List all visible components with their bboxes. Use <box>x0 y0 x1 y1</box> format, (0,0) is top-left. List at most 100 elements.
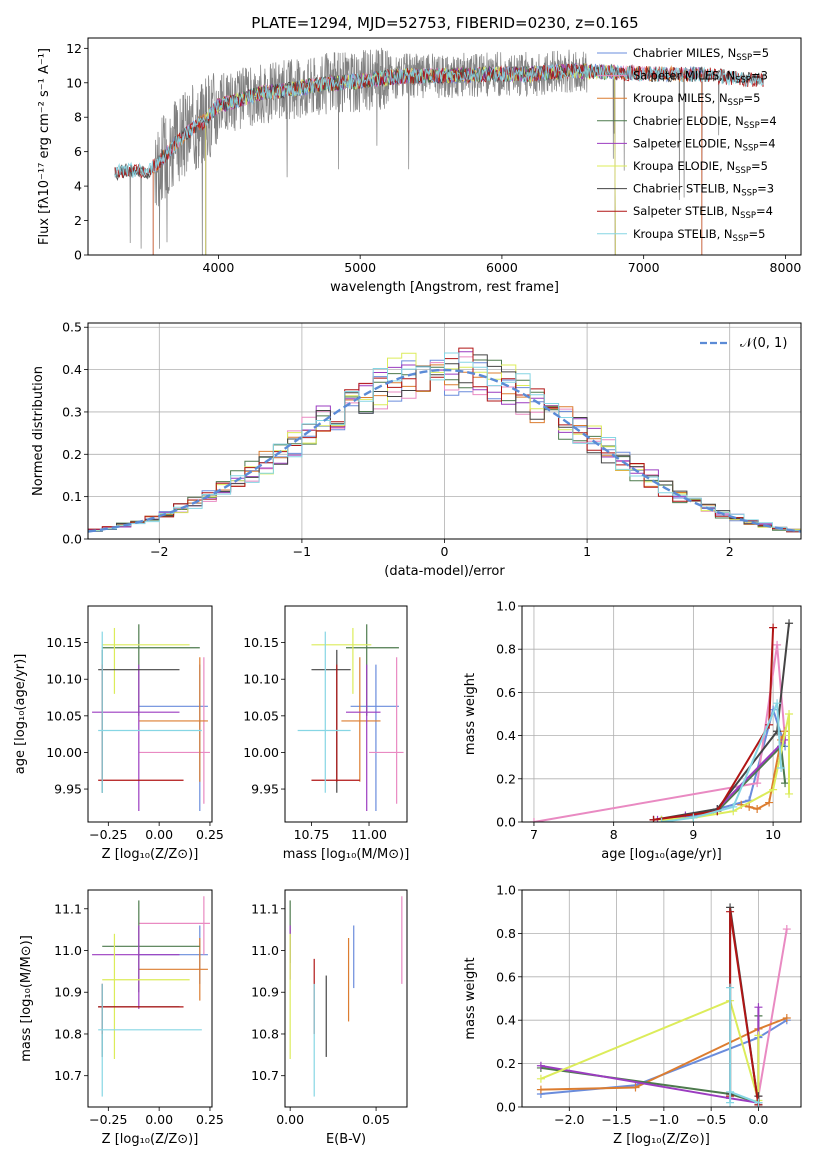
spectrum-panel: 4000 5000 6000 7000 8000 0 2 4 6 8 10 12 wavelength … <box>37 37 802 295</box>
x-tick-label: 0.00 <box>145 827 173 842</box>
model-spectrum-line <box>114 63 765 179</box>
mass-weight-line <box>540 999 760 1101</box>
y-tick-label: 0.8 <box>496 926 516 941</box>
mass-weight-line <box>540 1017 788 1091</box>
mass-weight-point <box>785 710 794 718</box>
y-tick-label: 0.2 <box>62 447 82 462</box>
y-tick-label: 1.0 <box>496 599 516 614</box>
y-tick-label: 10.9 <box>251 985 279 1000</box>
mass-weight-point <box>726 907 735 916</box>
legend-subscript: SSP <box>733 234 749 244</box>
mass-weight-point <box>657 818 666 822</box>
x-tick-label: 9 <box>689 827 697 842</box>
mass-vs-metallicity-panel: −0.25 0.00 0.25 10.7 10.8 10.9 11.0 11.1 Z [log₁… <box>19 889 224 1147</box>
legend-subscript: SSP <box>744 121 760 131</box>
x-axis-label: wavelength [Angstrom, rest frame] <box>330 280 559 295</box>
errorbar-plot-area <box>289 896 403 1097</box>
mass-weight-point <box>631 1083 640 1092</box>
x-tick-label: 10 <box>765 827 781 842</box>
mass-weight-point <box>773 699 782 708</box>
x-tick-label: 0.00 <box>145 1112 173 1127</box>
mass-weight-point <box>773 640 782 649</box>
y-tick-label: 0.4 <box>496 728 516 743</box>
y-axis-label: Flux [fλ10⁻¹⁷ erg cm⁻² s⁻¹ A⁻¹] <box>37 48 52 245</box>
legend-subscript: SSP <box>741 189 757 199</box>
x-axis-label: mass [log₁₀(M/M⊙)] <box>283 847 410 862</box>
x-tick-label: 11.00 <box>351 827 387 842</box>
y-tick-label: 10.00 <box>243 745 279 760</box>
axes-frame <box>87 37 802 256</box>
legend-entry: Chabrier STELIB, NSSP=3 <box>633 182 774 199</box>
legend-label: Kroupa STELIB, N <box>633 227 733 241</box>
mass-weight-point <box>529 818 538 822</box>
x-tick-label: 4000 <box>203 260 235 275</box>
x-axis-label: Z [log₁₀(Z/Z⊙)] <box>613 1132 710 1147</box>
legend-entry: Chabrier ELODIE, NSSP=4 <box>633 114 777 131</box>
mass-weight-point <box>536 1085 545 1094</box>
legend-subscript: SSP <box>728 98 744 108</box>
y-tick-label: 11.1 <box>251 901 279 916</box>
legend-label: Chabrier MILES, N <box>633 46 736 60</box>
mass-weight-point <box>536 1061 545 1070</box>
axes-frame <box>521 605 802 823</box>
mass-weight-point <box>754 1003 763 1012</box>
legend-suffix: =5 <box>743 91 760 105</box>
y-axis-label: mass weight <box>463 673 478 755</box>
y-tick-label: 0 <box>74 248 82 263</box>
y-tick-label: 9.95 <box>54 782 82 797</box>
legend-entry: Kroupa ELODIE, NSSP=5 <box>633 159 768 176</box>
mass-weight-point <box>785 789 794 798</box>
y-tick-label: 10.9 <box>54 985 82 1000</box>
legend-label: Chabrier STELIB, N <box>633 182 741 196</box>
y-axis-label: age [log₁₀(age/yr)] <box>13 654 28 775</box>
x-axis-label: E(B-V) <box>326 1132 366 1147</box>
y-tick-label: 0.5 <box>62 320 82 335</box>
legend-suffix: =5 <box>752 46 769 60</box>
legend-subscript: SSP <box>736 53 752 63</box>
x-tick-label: −1.0 <box>649 1112 679 1127</box>
figure-title: PLATE=1294, MJD=52753, FIBERID=0230, z=0… <box>251 14 638 32</box>
axes-frame <box>87 605 213 823</box>
x-tick-label: −0.25 <box>89 1112 127 1127</box>
weight-vs-metallicity-panel: −2.0 −1.5 −1.0 −0.5 0.0 0.0 0.2 0.4 0.6 0.8 1.0 Z [… <box>463 883 802 1147</box>
axes-frame <box>87 322 802 540</box>
mass-weight-point <box>777 764 786 772</box>
errorbar-plot-area <box>92 896 210 1097</box>
residuals-panel: −2 −1 0 1 2 0.0 0.1 0.2 0.3 0.4 0.5 (data-model)/er… <box>31 320 802 579</box>
axes-frame <box>521 889 802 1108</box>
y-tick-label: 0.1 <box>62 489 82 504</box>
mass-weight-point <box>726 1098 735 1107</box>
y-tick-label: 11.0 <box>54 943 82 958</box>
x-tick-label: −2 <box>150 544 168 559</box>
legend-suffix: =5 <box>751 159 768 173</box>
y-tick-label: 12 <box>66 41 82 56</box>
y-tick-label: 10.8 <box>54 1026 82 1041</box>
x-tick-label: 7 <box>530 827 538 842</box>
y-tick-label: 0.6 <box>496 685 516 700</box>
x-tick-label: 0.25 <box>196 827 224 842</box>
y-tick-label: 11.0 <box>251 943 279 958</box>
x-tick-label: 8000 <box>770 260 802 275</box>
y-tick-label: 0.0 <box>62 532 82 547</box>
legend-suffix: =5 <box>748 227 765 241</box>
weight-plot-area <box>536 903 791 1107</box>
x-tick-label: 7000 <box>628 260 660 275</box>
x-tick-label: −1.5 <box>601 1112 631 1127</box>
y-tick-label: 6 <box>74 144 82 159</box>
axes-frame <box>284 889 408 1108</box>
legend-subscript: SSP <box>735 166 751 176</box>
y-tick-label: 10 <box>66 75 82 90</box>
y-tick-label: 10.05 <box>243 708 279 723</box>
y-tick-label: 0.3 <box>62 404 82 419</box>
x-tick-label: 0.00 <box>276 1112 304 1127</box>
y-tick-label: 0.2 <box>496 771 516 786</box>
legend-subscript: SSP <box>740 211 756 221</box>
legend-entry: Salpeter ELODIE, NSSP=4 <box>633 136 776 153</box>
axes-frame <box>87 889 213 1108</box>
y-tick-label: 10.10 <box>46 672 82 687</box>
legend-entry: Kroupa STELIB, NSSP=5 <box>633 227 765 244</box>
legend-subscript: SSP <box>735 76 751 86</box>
legend-suffix: =3 <box>757 182 774 196</box>
legend-label: Salpeter MILES, N <box>633 69 735 83</box>
